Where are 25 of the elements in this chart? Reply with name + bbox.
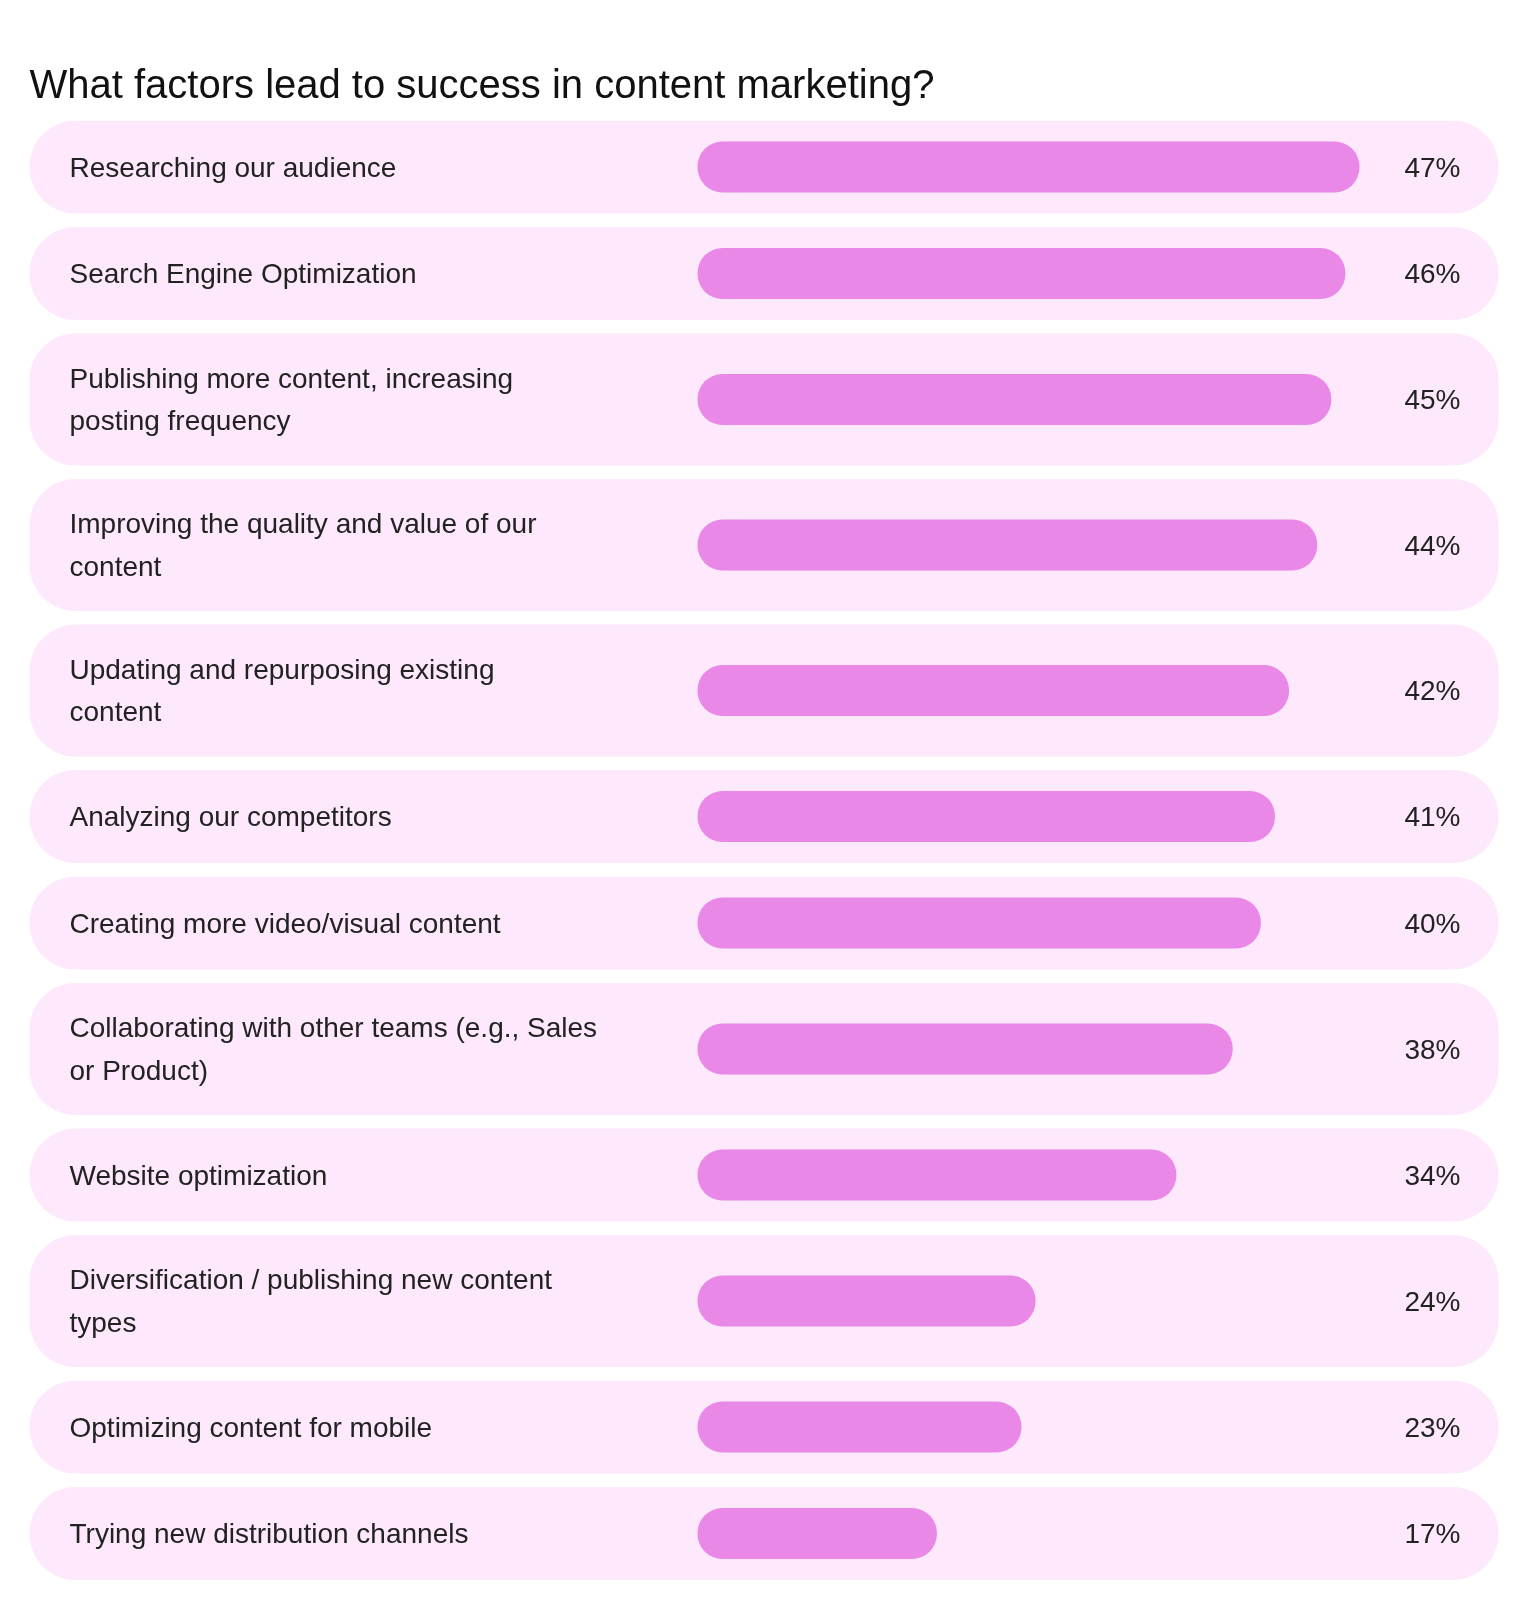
y-tick-label: Updating and repurposing existing content <box>69 653 495 728</box>
data-label: 45% <box>1404 384 1461 415</box>
data-label: 24% <box>1404 1285 1461 1317</box>
data-label: 38% <box>1404 1033 1461 1065</box>
y-tick-label: Optimizing content for mobile <box>69 1411 433 1443</box>
y-tick-label: Search Engine Optimization <box>69 258 417 289</box>
y-tick-label: Researching our audience <box>69 151 397 183</box>
y-tick-label: Website optimization <box>69 1159 328 1191</box>
data-label: 47% <box>1404 151 1461 183</box>
data-label: 41% <box>1404 801 1461 832</box>
y-tick-label: Trying new distribution channels <box>69 1518 469 1549</box>
data-label: 34% <box>1404 1159 1461 1191</box>
data-label: 17% <box>1404 1518 1461 1549</box>
y-tick-label: Creating more video/visual content <box>69 907 501 939</box>
y-tick-label: Diversification / publishing new content types <box>69 1264 553 1338</box>
y-tick-label: Publishing more content, increasing posting frequency <box>69 362 514 437</box>
y-tick-label: Collaborating with other teams (e.g., Sales or Product) <box>69 1012 598 1086</box>
data-label: 40% <box>1404 907 1461 939</box>
data-label: 44% <box>1404 529 1461 561</box>
y-tick-label: Improving the quality and value of our content <box>69 508 537 582</box>
data-label: 42% <box>1404 675 1461 706</box>
y-tick-label: Analyzing our competitors <box>69 801 392 832</box>
data-label: 23% <box>1404 1411 1461 1443</box>
data-label: 46% <box>1404 258 1461 289</box>
chart-title: What factors lead to success in content marketing? <box>29 61 935 106</box>
